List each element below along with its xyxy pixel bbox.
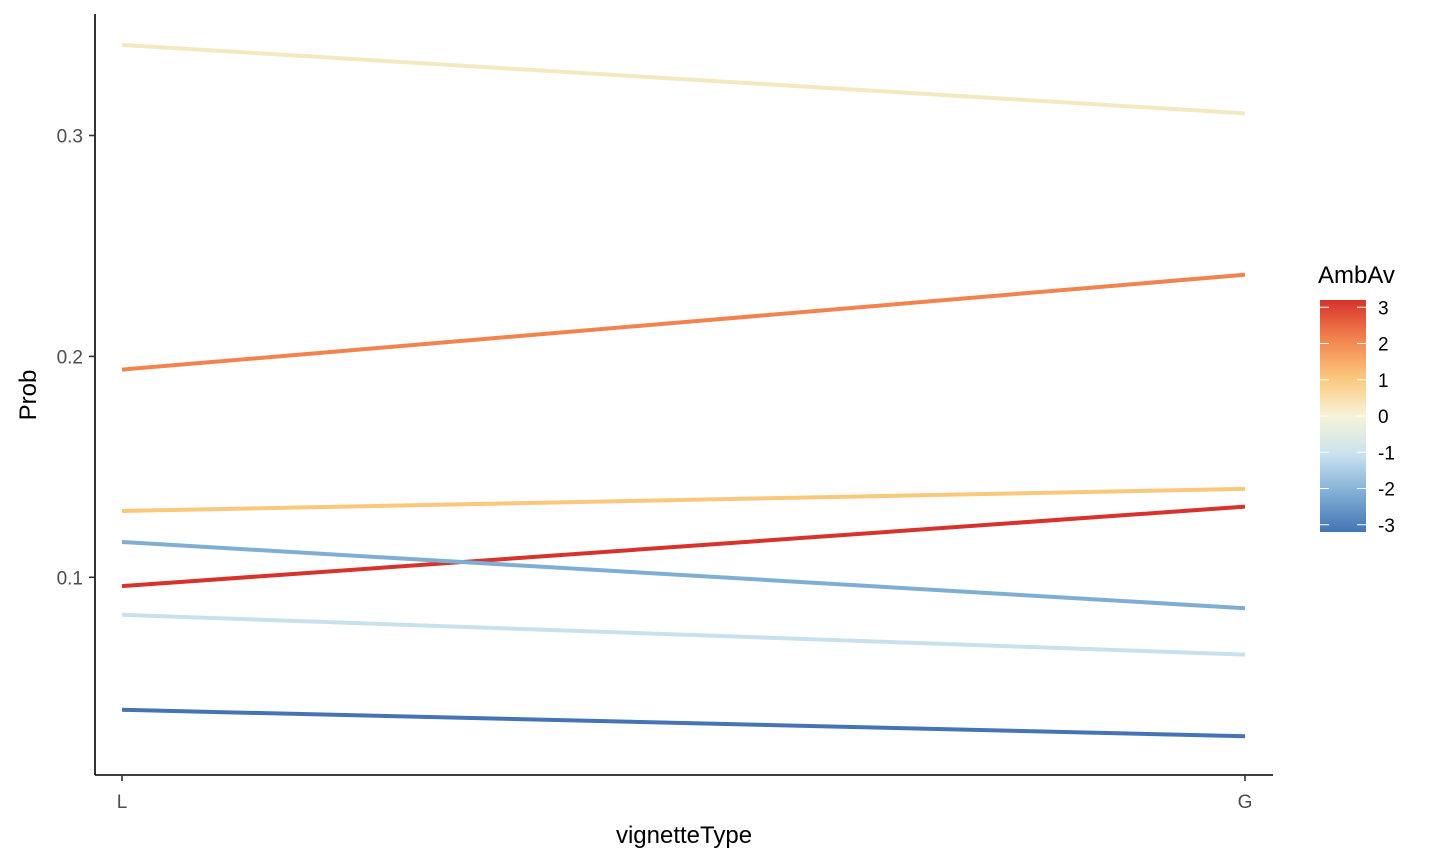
legend: AmbAv 3 2 1 0 -1 -2 -3 — [1318, 262, 1395, 537]
legend-label: 0 — [1378, 407, 1389, 428]
series-line-ambav-3 — [121, 504, 1246, 589]
series-line-ambav-minus2 — [121, 540, 1246, 611]
legend-label: 2 — [1378, 335, 1389, 356]
legend-label: 3 — [1378, 298, 1389, 319]
legend-ticks: 3 2 1 0 -1 -2 -3 — [1320, 298, 1395, 537]
series-line-ambav-minus1 — [121, 612, 1246, 657]
series-line-ambav-0 — [121, 42, 1246, 116]
legend-label: -2 — [1378, 480, 1395, 501]
series-layer — [121, 42, 1246, 739]
x-tick-label: G — [1238, 792, 1253, 813]
y-tick-label: 0.1 — [57, 568, 83, 589]
x-axis-title: vignetteType — [616, 822, 752, 849]
legend-label: -1 — [1378, 443, 1395, 464]
legend-title: AmbAv — [1318, 262, 1395, 289]
legend-label: -3 — [1378, 516, 1395, 537]
y-tick-label: 0.2 — [57, 347, 83, 368]
series-line-ambav-1 — [121, 486, 1246, 513]
y-ticks: 0.1 0.2 0.3 — [57, 126, 95, 589]
series-line-ambav-minus3 — [121, 707, 1246, 739]
y-axis-title: Prob — [15, 370, 42, 421]
series-line-ambav-2 — [121, 272, 1246, 372]
x-tick-label: L — [117, 792, 128, 813]
y-tick-label: 0.3 — [57, 126, 83, 147]
legend-label: 1 — [1378, 371, 1389, 392]
